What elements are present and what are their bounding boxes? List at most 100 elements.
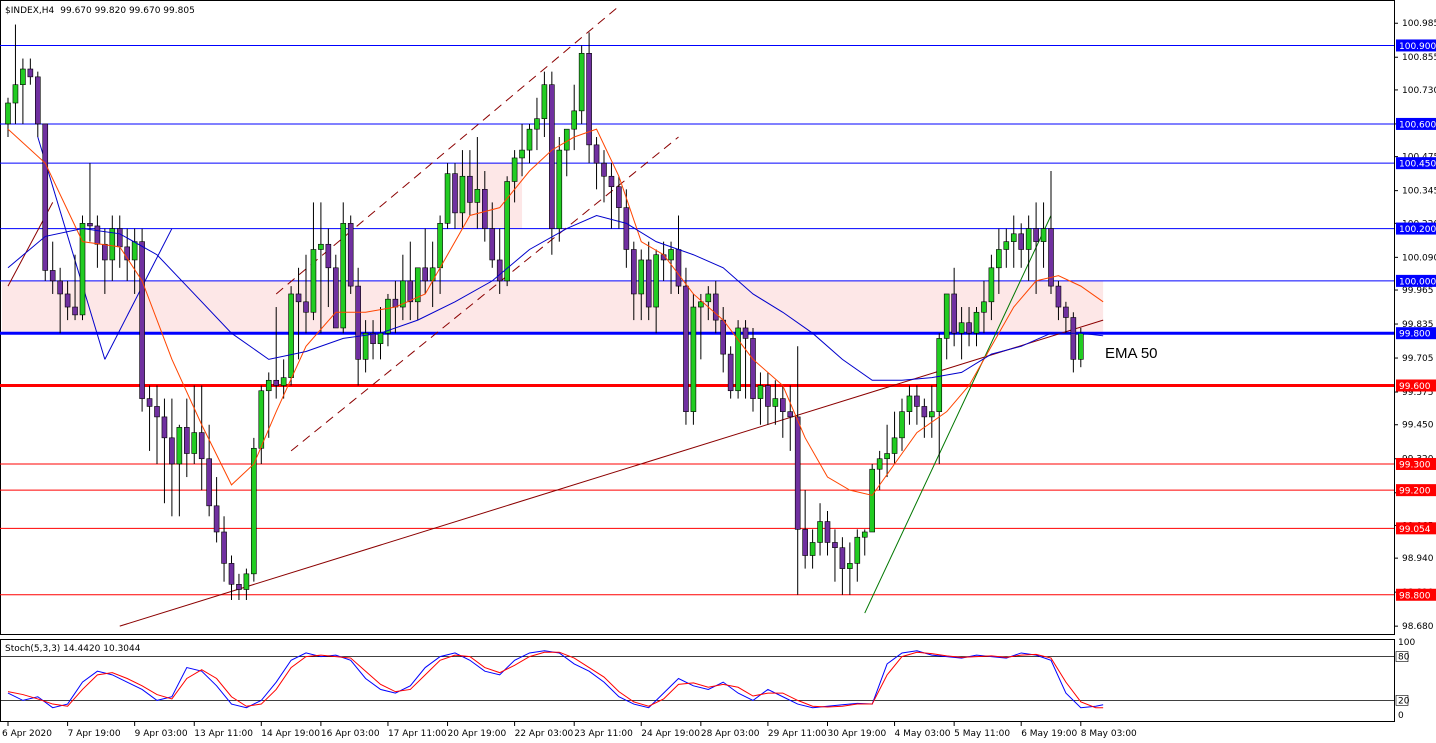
price-tick-label: 98.940 (1402, 554, 1434, 564)
level-tag (1396, 327, 1436, 340)
candle-body (683, 285, 689, 412)
candle-body (228, 563, 235, 585)
candle-body (608, 175, 615, 188)
price-tick-label: 99.965 (1402, 286, 1434, 296)
candle-body (541, 84, 548, 120)
stochastic-lines (7, 650, 1104, 709)
trendlines[interactable] (7, 5, 1104, 627)
candle-body (1025, 228, 1032, 250)
candle-body (668, 249, 674, 261)
candle-body (243, 573, 250, 590)
candle-body (735, 327, 741, 392)
candle-body (169, 437, 175, 465)
candle-body (496, 259, 503, 282)
horizontal-levels[interactable] (0, 44, 1394, 596)
candle-body (757, 385, 764, 399)
candle-body (988, 267, 995, 303)
level-tag (1396, 379, 1436, 392)
candle-body (824, 521, 831, 543)
candle-body (884, 453, 890, 460)
candle-body (191, 432, 198, 454)
candle-body (586, 53, 592, 146)
candle-body (1018, 233, 1025, 250)
candle-body (64, 293, 71, 308)
candle-body (705, 293, 712, 303)
candle-body (139, 241, 145, 399)
level-tag-label: 99.054 (1399, 525, 1431, 535)
stochastic-panel[interactable] (0, 639, 1395, 722)
stoch-tick-label: 100 (1398, 638, 1415, 648)
candle-body (534, 118, 540, 130)
stoch-series (7, 651, 1104, 709)
candle-body (407, 280, 414, 303)
candle-body (295, 293, 302, 303)
chart-title: $INDEX,H4 99.670 99.820 99.670 99.805 (5, 6, 195, 16)
candle-body (57, 280, 63, 295)
time-tick-label: 14 Apr 19:00 (261, 729, 320, 739)
candle-body (42, 123, 49, 271)
candle-body (347, 223, 354, 287)
candle-body (556, 149, 563, 229)
candle-body (385, 298, 391, 334)
price-tick-label: 99.835 (1402, 320, 1434, 330)
stochastic-levels (0, 656, 1394, 701)
level-tag (1396, 588, 1436, 601)
candle-body (489, 228, 496, 261)
level-tag-label: 100.600 (1399, 120, 1436, 130)
candle-body (906, 395, 913, 412)
candle-body (206, 458, 212, 507)
candle-body (809, 542, 816, 556)
candle-body (511, 157, 518, 182)
time-tick-label: 6 Apr 2020 (2, 729, 52, 739)
candle-body (332, 267, 339, 329)
candle-body (638, 259, 645, 295)
zone (2, 280, 1104, 334)
candle-body (861, 531, 868, 538)
candle-body (876, 458, 883, 470)
candle-body (1003, 241, 1010, 250)
trendline (864, 215, 1052, 614)
level-price-tags: 100.900 100.600 100.450 100.200 100.000 99.80… (1396, 39, 1436, 601)
candle-body (102, 243, 108, 261)
level-tag-label: 100.200 (1399, 225, 1436, 235)
level-tag-label: 100.900 (1399, 42, 1436, 52)
time-tick-label: 29 Apr 11:00 (768, 729, 827, 739)
candle-body (817, 521, 823, 543)
level-tag (1396, 222, 1436, 235)
candle-body (928, 411, 935, 418)
time-tick-label: 6 May 19:00 (1021, 729, 1077, 739)
candle-body (981, 301, 987, 313)
candle-body (727, 353, 734, 392)
candle-body (325, 243, 332, 269)
candle-body (943, 293, 950, 339)
candle-body (698, 301, 704, 308)
candle-body (1055, 285, 1062, 308)
level-tag-label: 99.800 (1399, 330, 1431, 340)
level-tag-label: 99.600 (1399, 382, 1431, 392)
time-tick-label: 4 May 03:00 (895, 729, 951, 739)
time-tick-label: 23 Apr 11:00 (574, 729, 633, 739)
stochastic-title: Stoch(5,3,3) 14.4420 10.3044 (5, 644, 141, 654)
candle-body (1048, 228, 1054, 287)
candle-body (787, 411, 794, 418)
price-tick-label: 98.680 (1402, 622, 1434, 632)
stoch-tick-label: 0 (1398, 711, 1404, 721)
shaded-zones (2, 163, 1104, 334)
candle-body (87, 223, 93, 227)
candle-body (720, 319, 727, 355)
level-tag (1396, 39, 1436, 52)
time-tick-label: 17 Apr 11:00 (388, 729, 447, 739)
stoch-tick-label: 20 (1398, 696, 1410, 706)
time-tick-label: 5 May 11:00 (954, 729, 1010, 739)
candle-body (593, 144, 600, 164)
candle-body (750, 338, 756, 399)
time-tick-label: 7 Apr 19:00 (68, 729, 121, 739)
level-tag (1396, 522, 1436, 535)
candle-body (34, 76, 41, 125)
level-tag (1396, 157, 1436, 170)
candle-body (1040, 228, 1047, 242)
trendline (104, 228, 173, 360)
candle-body (377, 332, 384, 344)
candle-body (958, 322, 965, 334)
